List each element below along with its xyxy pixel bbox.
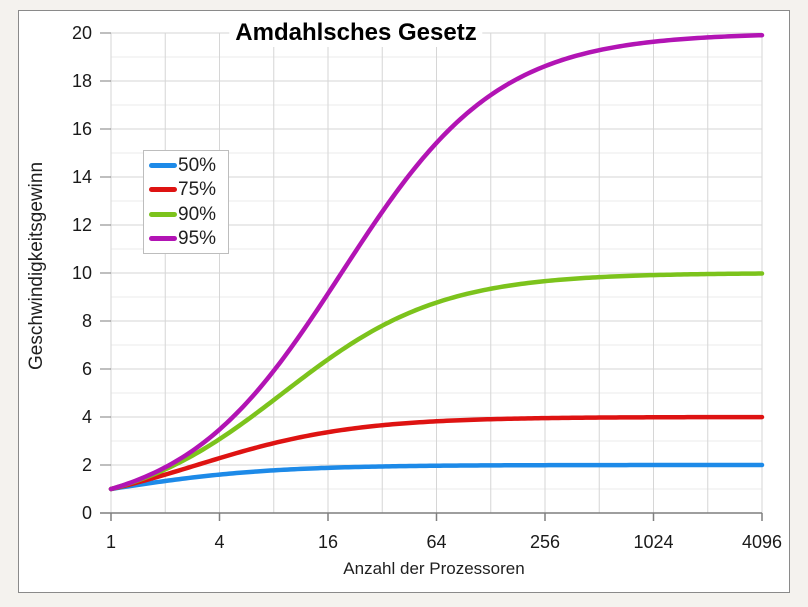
chart-frame <box>18 10 790 593</box>
legend-item: 95% <box>149 227 228 251</box>
x-axis-title: Anzahl der Prozessoren <box>343 559 525 578</box>
chart-title: Amdahlsches Gesetz <box>229 19 483 47</box>
y-tick-label: 18 <box>72 71 92 91</box>
legend-item: 75% <box>149 178 228 202</box>
y-tick-label: 2 <box>82 455 92 475</box>
y-tick-label: 8 <box>82 311 92 331</box>
legend-swatch <box>149 187 177 193</box>
legend-swatch <box>149 162 177 168</box>
legend-item: 50% <box>149 153 228 177</box>
legend-label: 90% <box>178 203 217 225</box>
legend-label: 75% <box>178 179 217 201</box>
y-tick-label: 0 <box>82 503 92 523</box>
x-tick-label: 64 <box>426 532 446 552</box>
x-tick-label: 16 <box>318 532 338 552</box>
x-tick-label: 1 <box>106 532 116 552</box>
legend-swatch <box>149 236 177 242</box>
legend-swatch <box>149 211 177 217</box>
legend: 50% 75% 90% 95% <box>143 150 229 254</box>
series-line-90% <box>108 271 765 492</box>
y-tick-label: 10 <box>72 263 92 283</box>
series-line-75% <box>108 414 765 492</box>
series-line-50% <box>108 462 765 492</box>
legend-label: 95% <box>178 228 217 250</box>
x-tick-label: 1024 <box>633 532 673 552</box>
series-line-95% <box>108 32 765 492</box>
y-tick-label: 12 <box>72 215 92 235</box>
y-tick-label: 20 <box>72 23 92 43</box>
y-tick-label: 4 <box>82 407 92 427</box>
x-tick-label: 256 <box>530 532 560 552</box>
x-tick-label: 4096 <box>742 532 782 552</box>
x-tick-label: 4 <box>214 532 224 552</box>
y-tick-label: 16 <box>72 119 92 139</box>
y-tick-label: 6 <box>82 359 92 379</box>
y-tick-label: 14 <box>72 167 92 187</box>
legend-label: 50% <box>178 154 217 176</box>
y-axis-title: Geschwindigkeitsgewinn <box>26 161 47 371</box>
legend-item: 90% <box>149 202 228 226</box>
